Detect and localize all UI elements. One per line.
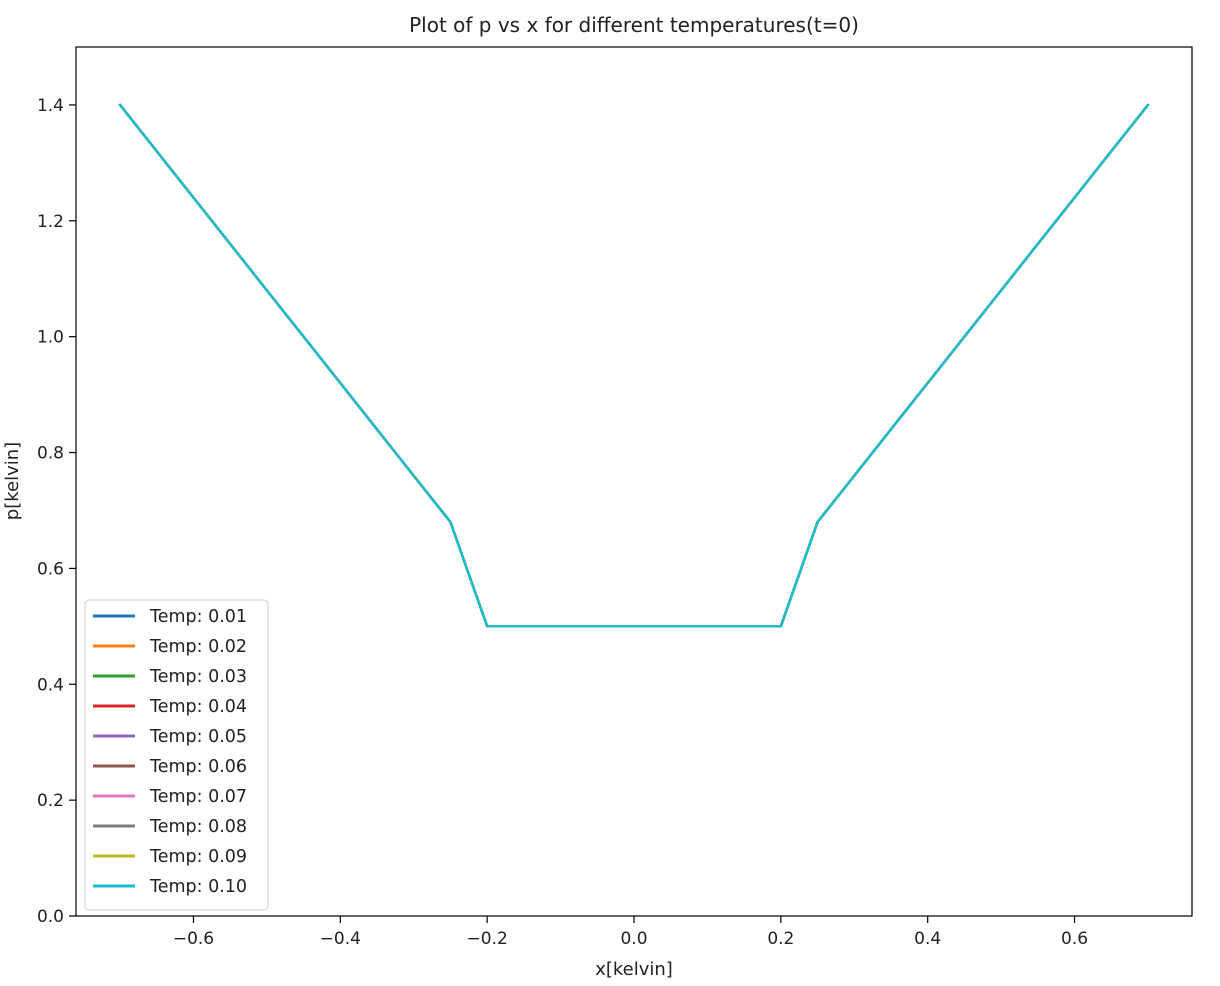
legend-label: Temp: 0.03 <box>149 667 247 687</box>
x-tick-label: 0.4 <box>914 929 941 949</box>
legend-label: Temp: 0.09 <box>149 847 247 867</box>
y-tick-label: 1.0 <box>37 328 64 348</box>
chart-title: Plot of p vs x for different temperature… <box>409 13 859 37</box>
y-tick-label: 0.2 <box>37 791 64 811</box>
y-axis-label: p[kelvin] <box>2 442 23 520</box>
x-axis-label: x[kelvin] <box>595 959 673 980</box>
legend-label: Temp: 0.08 <box>149 817 247 837</box>
x-tick-label: −0.4 <box>320 929 361 949</box>
legend-label: Temp: 0.07 <box>149 787 247 807</box>
legend-label: Temp: 0.10 <box>149 877 247 897</box>
y-axis: 0.0 0.2 0.4 0.6 0.8 1.0 1.2 1.4 <box>37 96 76 927</box>
x-tick-label: 0.0 <box>620 929 647 949</box>
y-tick-label: 0.0 <box>37 907 64 927</box>
x-tick-label: −0.2 <box>467 929 508 949</box>
legend-label: Temp: 0.04 <box>149 697 247 717</box>
x-axis: −0.6 −0.4 −0.2 0.0 0.2 0.4 0.6 <box>173 916 1088 949</box>
x-tick-label: 0.6 <box>1061 929 1088 949</box>
legend: Temp: 0.01 Temp: 0.02 Temp: 0.03 Temp: 0.04… <box>84 599 269 911</box>
legend-label: Temp: 0.06 <box>149 757 247 777</box>
y-tick-label: 0.6 <box>37 559 64 579</box>
y-tick-label: 1.2 <box>37 212 64 232</box>
series-layer <box>118 103 1150 628</box>
legend-label: Temp: 0.02 <box>149 637 247 657</box>
y-tick-label: 0.4 <box>37 675 64 695</box>
x-tick-label: −0.6 <box>173 929 214 949</box>
y-tick-label: 0.8 <box>37 444 64 464</box>
x-tick-label: 0.2 <box>767 929 794 949</box>
legend-label: Temp: 0.05 <box>149 727 247 747</box>
series-line-10 <box>118 103 1150 628</box>
legend-label: Temp: 0.01 <box>149 607 247 627</box>
y-tick-label: 1.4 <box>37 96 64 116</box>
